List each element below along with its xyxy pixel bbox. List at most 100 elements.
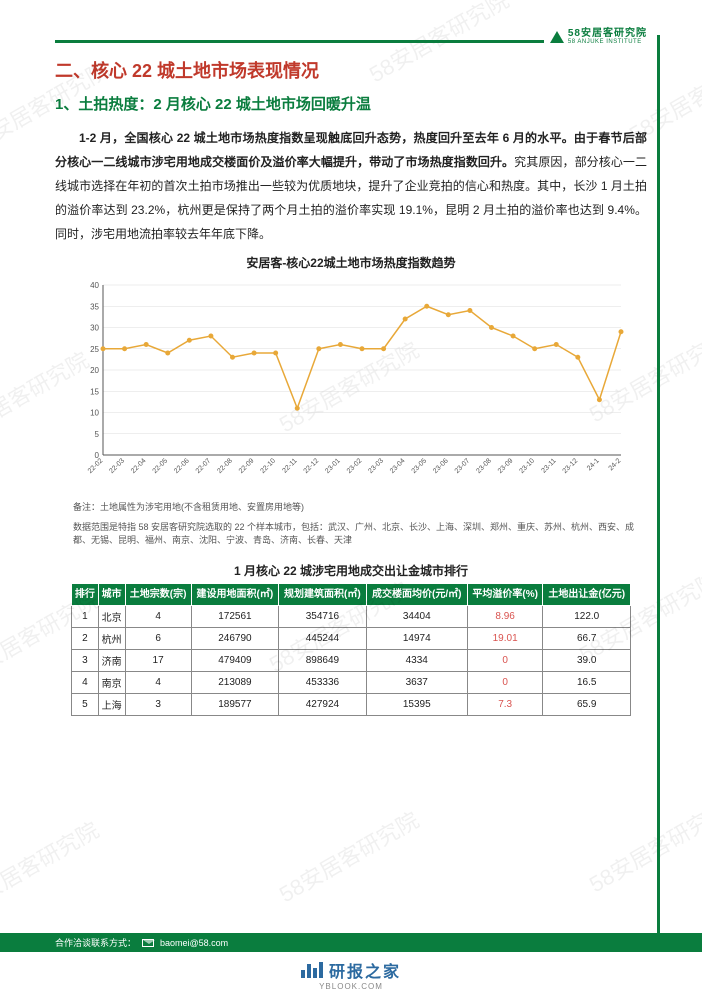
- footer-email: baomei@58.com: [160, 938, 228, 948]
- table-cell: 6: [125, 627, 191, 649]
- table-cell: 3: [125, 693, 191, 715]
- table-cell: 北京: [98, 605, 125, 627]
- svg-text:22-10: 22-10: [259, 457, 277, 475]
- table-cell: 3: [72, 649, 99, 671]
- table-cell: 16.5: [543, 671, 631, 693]
- table-row: 4南京42130894533363637016.5: [72, 671, 631, 693]
- page: 58安居客研究院58安居客研究院58安居客研究院58安居客研究院58安居客研究院…: [0, 0, 702, 991]
- svg-text:10: 10: [90, 409, 99, 418]
- table-cell: 3637: [366, 671, 467, 693]
- table-cell: 213089: [191, 671, 279, 693]
- right-green-bar: [657, 35, 660, 941]
- svg-text:23-04: 23-04: [389, 457, 407, 475]
- chart-svg: 051015202530354022-0222-0322-0422-0522-0…: [71, 275, 631, 495]
- svg-text:24-1: 24-1: [586, 457, 601, 472]
- svg-text:22-08: 22-08: [216, 457, 234, 475]
- line-chart: 051015202530354022-0222-0322-0422-0522-0…: [71, 275, 631, 495]
- svg-text:23-10: 23-10: [518, 457, 536, 475]
- table-header-cell: 土地出让金(亿元): [543, 583, 631, 605]
- table-cell: 1: [72, 605, 99, 627]
- table-header-cell: 建设用地面积(㎡): [191, 583, 279, 605]
- svg-text:22-03: 22-03: [108, 457, 126, 475]
- bars-icon: [301, 962, 323, 978]
- svg-text:22-07: 22-07: [195, 457, 213, 475]
- table-cell: 39.0: [543, 649, 631, 671]
- svg-text:23-12: 23-12: [562, 457, 580, 475]
- heading-1: 二、核心 22 城土地市场表现情况: [55, 57, 647, 83]
- ranking-table: 排行城市土地宗数(宗)建设用地面积(㎡)规划建筑面积(㎡)成交楼面均价(元/㎡)…: [71, 583, 631, 716]
- table-cell: 17: [125, 649, 191, 671]
- table-cell: 南京: [98, 671, 125, 693]
- table-cell: 0: [467, 671, 543, 693]
- logo-text-cn: 58安居客研究院: [568, 29, 647, 39]
- table-cell: 2: [72, 627, 99, 649]
- watermark: 58安居客研究院: [582, 793, 702, 899]
- svg-text:25: 25: [90, 345, 99, 354]
- table-cell: 4: [125, 671, 191, 693]
- chart-title: 安居客-核心22城土地市场热度指数趋势: [55, 254, 647, 271]
- bottom-brand-logo: 研报之家: [0, 958, 702, 982]
- table-cell: 122.0: [543, 605, 631, 627]
- footer-bar: 合作洽谈联系方式： baomei@58.com: [0, 933, 702, 952]
- table-cell: 14974: [366, 627, 467, 649]
- header-rule: 58安居客研究院 58 ANJUKE INSTITUTE: [55, 40, 647, 43]
- svg-text:22-12: 22-12: [303, 457, 321, 475]
- envelope-icon: [142, 939, 154, 947]
- table-cell: 189577: [191, 693, 279, 715]
- svg-text:23-06: 23-06: [432, 457, 450, 475]
- svg-text:23-09: 23-09: [497, 457, 515, 475]
- svg-text:23-01: 23-01: [324, 457, 342, 475]
- bottom-brand-name: 研报之家: [329, 958, 401, 982]
- table-cell: 34404: [366, 605, 467, 627]
- table-header-cell: 排行: [72, 583, 99, 605]
- table-cell: 453336: [279, 671, 367, 693]
- table-cell: 66.7: [543, 627, 631, 649]
- footer: 合作洽谈联系方式： baomei@58.com 研报之家 YBLOOK.COM: [0, 933, 702, 991]
- table-cell: 246790: [191, 627, 279, 649]
- svg-text:23-03: 23-03: [367, 457, 385, 475]
- triangle-icon: [550, 31, 564, 43]
- chart-notes: 备注：土地属性为涉宅用地(不含租赁用地、安置房用地等) 数据范围是特指 58 安居…: [55, 501, 647, 548]
- table-header-row: 排行城市土地宗数(宗)建设用地面积(㎡)规划建筑面积(㎡)成交楼面均价(元/㎡)…: [72, 583, 631, 605]
- table-cell: 19.01: [467, 627, 543, 649]
- table-cell: 4: [125, 605, 191, 627]
- table-cell: 172561: [191, 605, 279, 627]
- table-header-cell: 平均溢价率(%): [467, 583, 543, 605]
- table-header-cell: 规划建筑面积(㎡): [279, 583, 367, 605]
- table-cell: 4334: [366, 649, 467, 671]
- svg-text:22-05: 22-05: [152, 457, 170, 475]
- svg-text:30: 30: [90, 324, 99, 333]
- svg-text:23-05: 23-05: [411, 457, 429, 475]
- svg-text:22-09: 22-09: [238, 457, 256, 475]
- body-paragraph: 1-2 月，全国核心 22 城土地市场热度指数呈现触底回升态势，热度回升至去年 …: [55, 126, 647, 246]
- bottom-brand-url: YBLOOK.COM: [0, 982, 702, 991]
- chart-note: 备注：土地属性为涉宅用地(不含租赁用地、安置房用地等): [73, 501, 647, 515]
- watermark: 58安居客研究院: [272, 803, 424, 909]
- table-body: 1北京4172561354716344048.96122.02杭州6246790…: [72, 605, 631, 715]
- table-cell: 15395: [366, 693, 467, 715]
- table-cell: 898649: [279, 649, 367, 671]
- svg-text:23-02: 23-02: [346, 457, 364, 475]
- table-row: 1北京4172561354716344048.96122.0: [72, 605, 631, 627]
- svg-text:23-07: 23-07: [454, 457, 472, 475]
- table-cell: 479409: [191, 649, 279, 671]
- table-cell: 65.9: [543, 693, 631, 715]
- svg-text:15: 15: [90, 387, 99, 396]
- table-title: 1 月核心 22 城涉宅用地成交出让金城市排行: [55, 562, 647, 579]
- svg-text:24-2: 24-2: [608, 457, 623, 472]
- table-header-cell: 土地宗数(宗): [125, 583, 191, 605]
- chart-note: 数据范围是特指 58 安居客研究院选取的 22 个样本城市，包括：武汉、广州、北…: [73, 521, 647, 548]
- table-cell: 杭州: [98, 627, 125, 649]
- table-cell: 济南: [98, 649, 125, 671]
- svg-text:40: 40: [90, 281, 99, 290]
- footer-label: 合作洽谈联系方式：: [55, 936, 136, 949]
- svg-text:22-06: 22-06: [173, 457, 191, 475]
- table-cell: 4: [72, 671, 99, 693]
- svg-text:35: 35: [90, 302, 99, 311]
- svg-text:20: 20: [90, 366, 99, 375]
- watermark: 58安居客研究院: [0, 813, 104, 919]
- svg-text:22-04: 22-04: [130, 457, 148, 475]
- table-row: 3济南174794098986494334039.0: [72, 649, 631, 671]
- svg-text:22-02: 22-02: [87, 457, 105, 475]
- table-cell: 上海: [98, 693, 125, 715]
